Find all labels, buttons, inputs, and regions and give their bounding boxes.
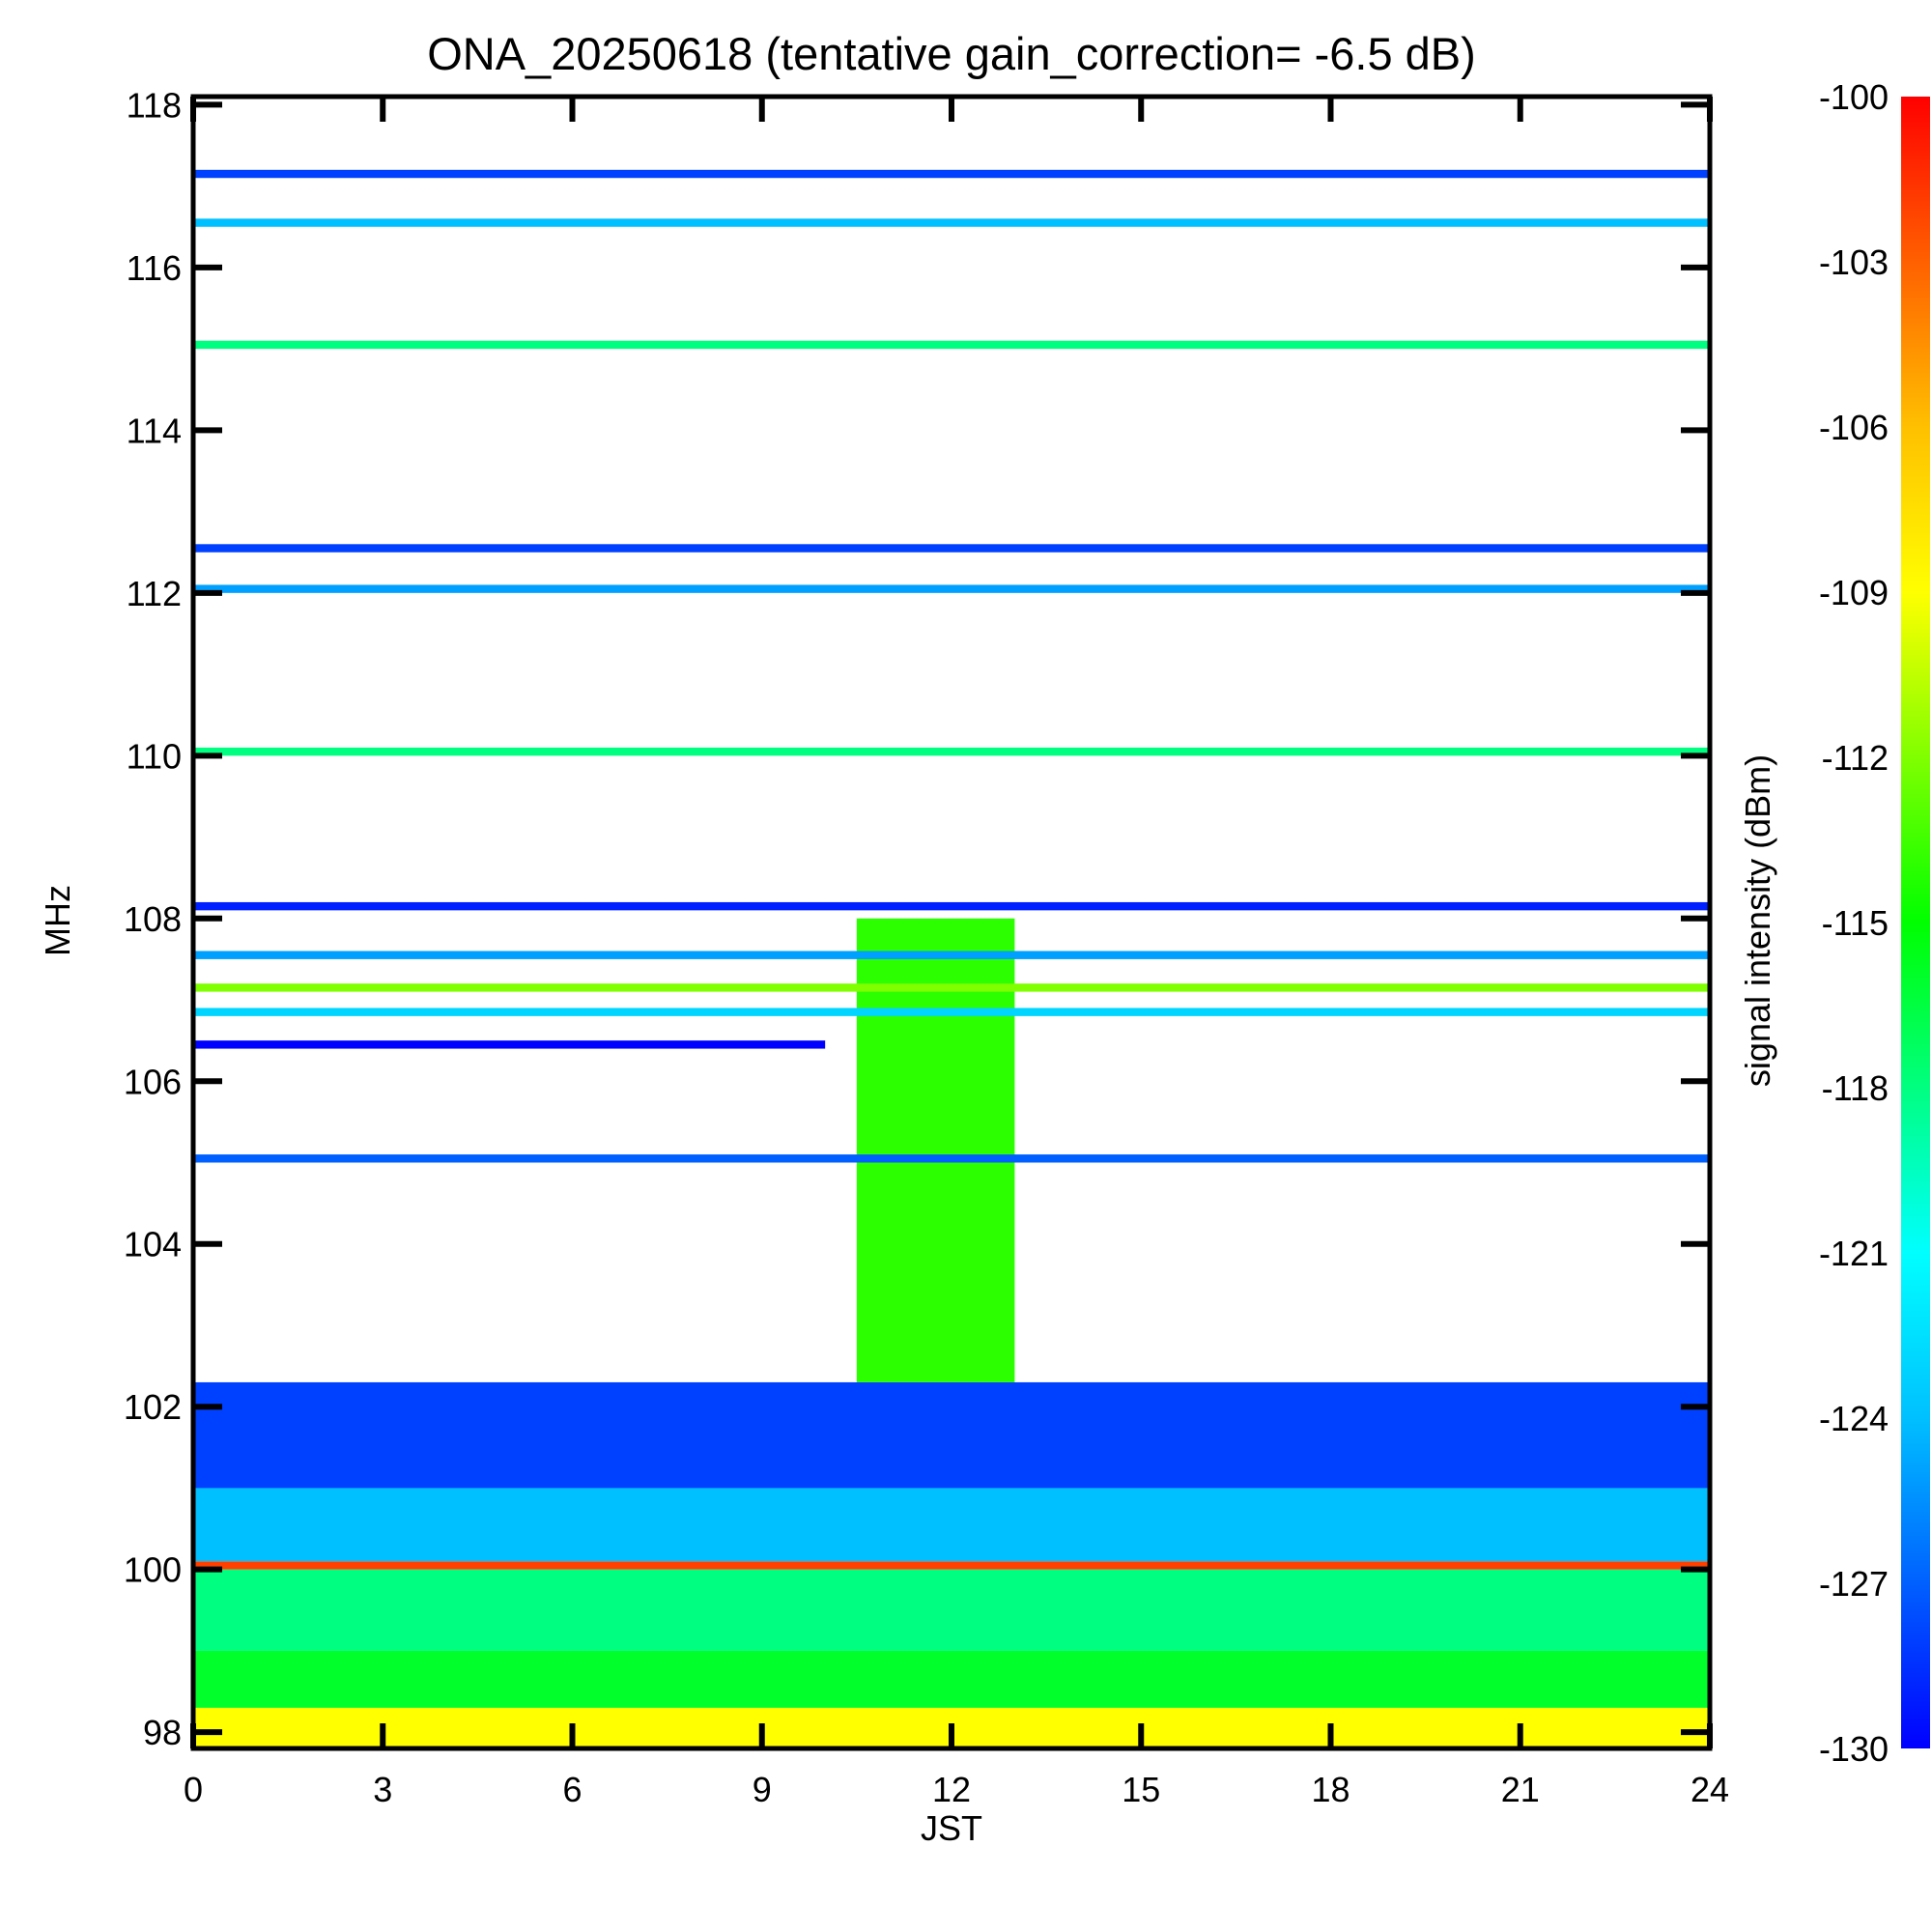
y-tick-label: 106 bbox=[124, 1062, 182, 1101]
chart-title: ONA_20250618 (tentative gain_correction=… bbox=[427, 28, 1476, 79]
heatmap-band bbox=[193, 1561, 1710, 1570]
y-tick-label: 110 bbox=[127, 736, 182, 776]
colorbar-tick-label: -115 bbox=[1822, 903, 1889, 943]
y-tick-label: 108 bbox=[124, 899, 182, 939]
y-axis: 98 100 102 104 106 108 110 112 114 116 118 bbox=[124, 85, 1710, 1752]
heatmap-band bbox=[193, 1008, 1710, 1016]
y-tick-label: 100 bbox=[124, 1550, 182, 1590]
heatmap-band bbox=[193, 1040, 826, 1049]
heatmap-band bbox=[193, 544, 1710, 553]
heatmap-band bbox=[193, 901, 1710, 911]
colorbar-tick-label: -124 bbox=[1819, 1399, 1889, 1438]
heatmap-band bbox=[193, 1381, 1710, 1489]
y-tick-label: 118 bbox=[127, 85, 182, 125]
heatmap-band bbox=[856, 918, 1015, 1382]
heatmap-band bbox=[193, 1569, 1710, 1651]
colorbar-tick-label: -112 bbox=[1822, 738, 1889, 778]
colorbar-label: signal intensity (dBm) bbox=[1738, 754, 1777, 1087]
heatmap-band bbox=[193, 1154, 1710, 1163]
heatmap-band bbox=[193, 951, 1710, 959]
colorbar-tick-label: -127 bbox=[1819, 1564, 1889, 1604]
x-tick-label: 6 bbox=[562, 1770, 582, 1809]
heatmap-cells bbox=[193, 169, 1710, 1748]
x-tick-label: 0 bbox=[184, 1770, 203, 1809]
heatmap-band bbox=[193, 218, 1710, 227]
colorbar-tick-label: -106 bbox=[1819, 408, 1889, 447]
x-tick-label: 12 bbox=[932, 1770, 971, 1809]
colorbar-tick-label: -103 bbox=[1819, 242, 1889, 282]
colorbar-tick-label: -100 bbox=[1819, 77, 1889, 117]
colorbar-tick-label: -109 bbox=[1819, 573, 1889, 612]
y-tick-label: 114 bbox=[127, 411, 182, 450]
x-tick-label: 9 bbox=[753, 1770, 772, 1809]
colorbar-tick-label: -121 bbox=[1819, 1234, 1889, 1273]
y-tick-label: 116 bbox=[127, 248, 182, 288]
x-axis-label: JST bbox=[921, 1808, 982, 1848]
y-axis-label: MHz bbox=[38, 885, 77, 956]
x-tick-label: 3 bbox=[373, 1770, 392, 1809]
colorbar-ticks: -100 -103 -106 -109 -112 -115 -118 -121 -124 -127… bbox=[1819, 77, 1889, 1769]
heatmap-band bbox=[193, 747, 1710, 756]
x-tick-label: 15 bbox=[1122, 1770, 1160, 1809]
heatmap-band bbox=[193, 584, 1710, 593]
heatmap-band bbox=[193, 169, 1710, 179]
x-tick-label: 18 bbox=[1311, 1770, 1350, 1809]
heatmap-band bbox=[193, 1488, 1710, 1562]
x-tick-label: 21 bbox=[1501, 1770, 1540, 1809]
heatmap-band bbox=[193, 983, 1710, 992]
colorbar-tick-label: -130 bbox=[1819, 1729, 1889, 1769]
y-tick-label: 104 bbox=[124, 1225, 182, 1264]
x-axis: 0 3 6 9 12 15 18 21 24 bbox=[184, 97, 1729, 1809]
heatmap-band bbox=[193, 1650, 1710, 1708]
heatmap-band bbox=[193, 340, 1710, 350]
y-tick-label: 102 bbox=[124, 1387, 182, 1427]
y-tick-label: 112 bbox=[127, 574, 182, 613]
colorbar bbox=[1901, 97, 1930, 1748]
colorbar-tick-label: -118 bbox=[1822, 1068, 1889, 1108]
y-tick-label: 98 bbox=[143, 1713, 182, 1752]
x-tick-label: 24 bbox=[1690, 1770, 1729, 1809]
